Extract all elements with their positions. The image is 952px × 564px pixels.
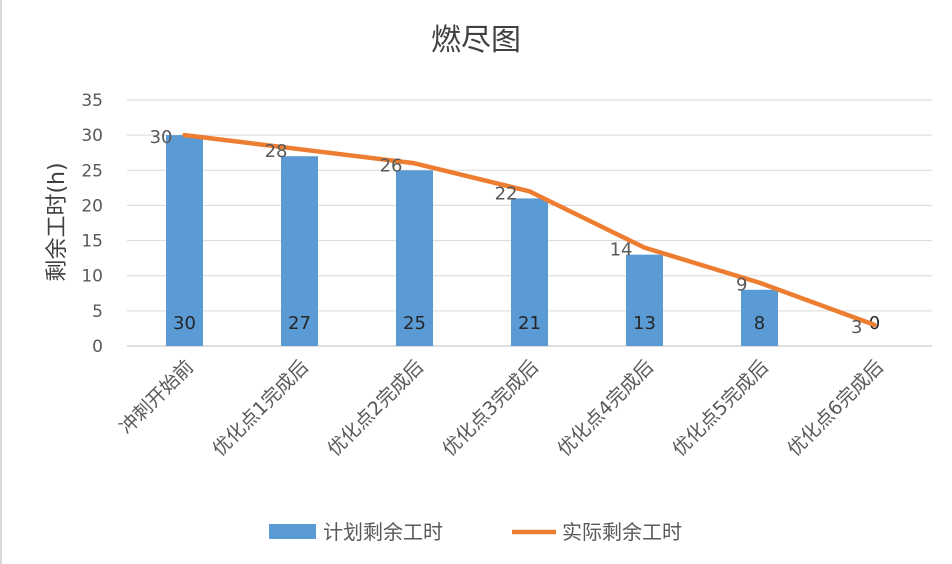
bar — [281, 156, 318, 346]
bar — [166, 135, 203, 346]
line-data-label: 30 — [150, 127, 173, 148]
bar-data-label: 21 — [518, 313, 541, 334]
line-data-label: 26 — [380, 155, 403, 176]
bar-data-label: 25 — [403, 313, 426, 334]
x-tick-label: 冲刺开始前 — [115, 356, 198, 439]
legend: 计划剩余工时 实际剩余工时 — [269, 520, 682, 544]
bar — [626, 254, 663, 346]
line-data-label: 22 — [495, 183, 518, 204]
bar — [396, 170, 433, 346]
y-tick-label: 10 — [81, 267, 103, 287]
series-line — [182, 132, 877, 328]
x-tick-labels: 冲刺开始前 优化点1完成后 优化点2完成后 优化点3完成后 优化点4完成后 优化点5完成后… — [115, 356, 888, 461]
bar-series: 30 27 25 21 13 8 0 — [166, 135, 880, 346]
x-tick-label: 优化点4完成后 — [553, 356, 658, 461]
gridlines — [127, 99, 932, 347]
x-tick-label: 优化点6完成后 — [783, 356, 888, 461]
bar — [511, 198, 548, 346]
x-tick-label: 优化点5完成后 — [668, 356, 773, 461]
x-tick-label: 优化点3完成后 — [438, 356, 543, 461]
y-axis-label: 剩余工时(h) — [45, 162, 70, 281]
y-tick-label: 35 — [81, 91, 103, 111]
y-tick-label: 25 — [81, 161, 103, 181]
legend-swatch-bar — [269, 524, 316, 539]
y-tick-label: 30 — [81, 126, 103, 146]
y-tick-label: 15 — [81, 232, 103, 252]
bar — [741, 289, 778, 346]
chart-title: 燃尽图 — [431, 23, 521, 58]
x-tick-label: 优化点2完成后 — [323, 356, 428, 461]
bar-data-label: 13 — [633, 313, 656, 334]
line-data-label: 14 — [610, 240, 633, 261]
y-tick-label: 0 — [92, 337, 103, 357]
bar-data-label: 8 — [754, 313, 765, 334]
line-series: 30 28 26 22 14 9 3 — [150, 127, 877, 338]
line-data-label: 3 — [851, 317, 862, 338]
x-tick-label: 优化点1完成后 — [208, 356, 313, 461]
y-tick-label: 20 — [81, 196, 103, 216]
line-data-label: 9 — [736, 275, 747, 296]
legend-label: 计划剩余工时 — [323, 520, 443, 544]
y-tick-labels: 0 5 10 15 20 25 30 35 — [81, 91, 103, 357]
y-tick-label: 5 — [92, 302, 103, 322]
line-data-label: 28 — [265, 141, 288, 162]
legend-label: 实际剩余工时 — [562, 520, 682, 544]
left-border — [0, 0, 2, 564]
bar-data-label: 27 — [288, 313, 311, 334]
bar-data-label: 30 — [173, 313, 196, 334]
